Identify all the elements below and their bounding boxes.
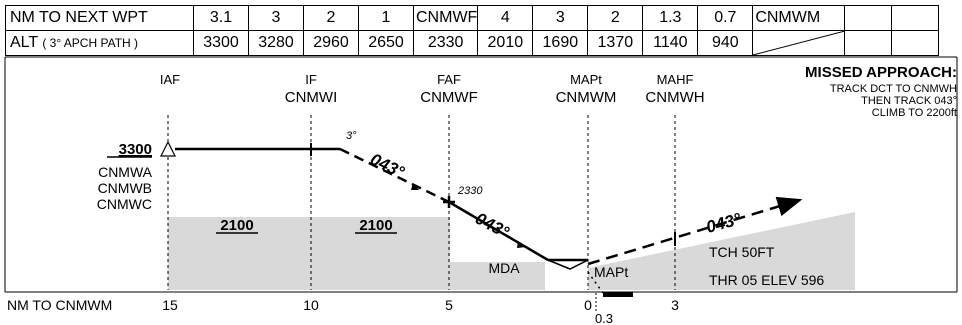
nm-cell-faf: CNMWF (412, 5, 479, 31)
final-descent-path (448, 200, 549, 262)
iaf-triangle-icon (160, 140, 176, 157)
descent-arrow-1-icon (411, 183, 419, 190)
missed-approach-line2: THEN TRACK 043° (861, 95, 957, 107)
distance-tick-15: 15 (162, 297, 178, 313)
mapt-name: CNMWM (556, 89, 617, 106)
missed-approach-area (588, 212, 855, 290)
iaf-role: IAF (160, 72, 180, 87)
empty-cell (891, 30, 940, 56)
if-role: IF (305, 72, 317, 87)
alt-row-label-cell: ALT ( 3° APCH PATH ) (5, 30, 194, 56)
alt-row-label: ALT (10, 34, 38, 51)
alt-row-note: ( 3° APCH PATH ) (42, 36, 139, 50)
runway-bar (603, 292, 633, 297)
missed-track: 043° (704, 209, 743, 237)
alt-cell: 940 (697, 30, 754, 56)
alt-cell: 3280 (248, 30, 304, 56)
mapt-role: MAPt (570, 72, 602, 87)
alt-cell: 3300 (193, 30, 249, 56)
alt-cell: 2010 (477, 30, 534, 56)
descent-track: 043° (472, 209, 512, 242)
missed-approach-line3: CLIMB TO 2200ft (872, 107, 957, 119)
nm-cell: 0.7 (697, 5, 754, 31)
nm-cell: 2 (587, 5, 644, 31)
missed-approach-title: MISSED APPROACH: (805, 64, 957, 81)
mapt-label: MAPt (594, 264, 628, 280)
distance-scale-label: NM TO CNMWM (7, 297, 112, 313)
nm-cell: 3 (532, 5, 589, 31)
intermediate-descent-path (339, 147, 450, 204)
mahf-role: MAHF (657, 72, 694, 87)
nm-cell-mapt: CNMWM (752, 5, 846, 31)
diagonal-slash (753, 31, 844, 55)
distance-tick-3: 3 (671, 297, 679, 313)
visual-segment (587, 271, 604, 294)
distance-tick-5: 5 (445, 297, 453, 313)
mda-area (450, 262, 545, 290)
mda-label: MDA (488, 260, 520, 276)
nm-cell: 3.1 (193, 5, 249, 31)
diagonal-cell (752, 30, 846, 56)
faf-role: FAF (437, 72, 461, 87)
faf-altitude: 2330 (457, 185, 483, 197)
glide-angle: 3° (346, 130, 357, 142)
initial-waypoint-3: CNMWC (97, 196, 152, 212)
descent-arrow-2-icon (517, 241, 526, 248)
empty-cell (844, 30, 893, 56)
alt-cell: 2960 (303, 30, 359, 56)
alt-cell: 2330 (412, 30, 479, 56)
inbound-track: 043° (367, 150, 407, 183)
faf-name: CNMWF (420, 89, 477, 106)
distance-sub-tick: 0.3 (595, 311, 613, 325)
segment-min-alt-1: 2100 (220, 217, 253, 234)
mapt-triangle-icon (547, 259, 589, 270)
alt-cell: 2650 (358, 30, 414, 56)
nm-row-label: NM TO NEXT WPT (5, 5, 194, 31)
alt-cell: 1140 (642, 30, 699, 56)
initial-altitude: 3300 (119, 141, 152, 158)
if-name: CNMWI (285, 89, 338, 106)
alt-cell: 1690 (532, 30, 589, 56)
mahf-name: CNMWH (645, 89, 704, 106)
tch-label: TCH 50FT (709, 244, 775, 260)
missed-approach-line1: TRACK DCT TO CNMWH (830, 83, 957, 95)
nm-to-next-wpt-row: NM TO NEXT WPT 3.1 3 2 1 CNMWF 4 3 2 1.3… (5, 5, 940, 31)
initial-waypoint-1: CNMWA (98, 164, 153, 180)
alt-row: ALT ( 3° APCH PATH ) 3300 3280 2960 2650… (5, 30, 940, 56)
distance-tick-10: 10 (303, 297, 319, 313)
threshold-label: THR 05 ELEV 596 (709, 272, 824, 288)
alt-cell: 1370 (587, 30, 644, 56)
distance-altitude-table: NM TO NEXT WPT 3.1 3 2 1 CNMWF 4 3 2 1.3… (5, 5, 940, 56)
segment-min-alt-2: 2100 (359, 217, 392, 234)
initial-waypoint-2: CNMWB (98, 180, 152, 196)
distance-tick-0: 0 (584, 297, 592, 313)
nm-cell: 4 (477, 5, 534, 31)
